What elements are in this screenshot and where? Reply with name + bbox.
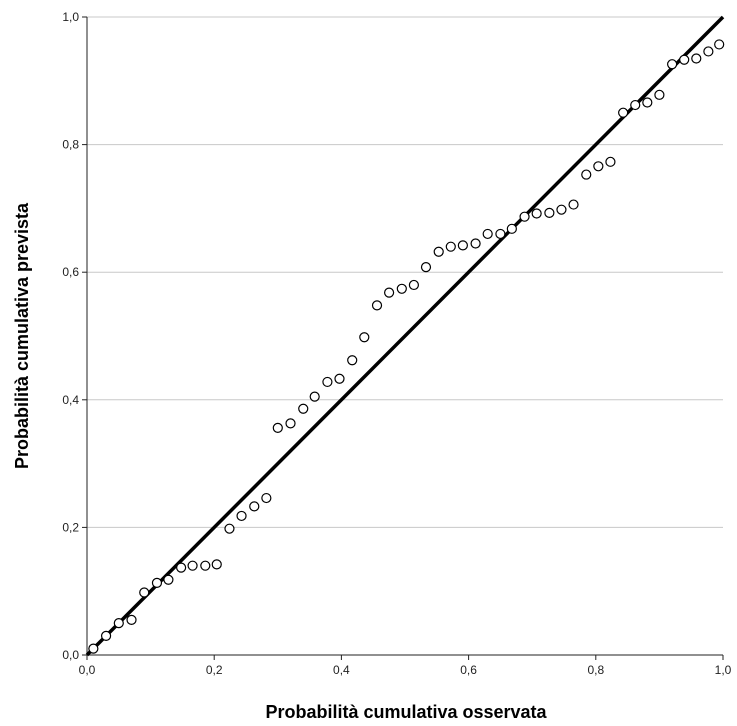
data-point bbox=[581, 169, 592, 180]
data-point bbox=[445, 241, 456, 252]
data-point bbox=[593, 161, 604, 172]
data-points bbox=[88, 39, 725, 654]
data-point bbox=[272, 422, 283, 433]
data-point bbox=[691, 53, 702, 64]
data-point bbox=[236, 510, 247, 522]
data-point bbox=[322, 376, 333, 388]
data-point bbox=[384, 287, 395, 298]
data-point bbox=[334, 373, 345, 384]
data-point bbox=[654, 89, 665, 100]
data-point bbox=[151, 577, 163, 589]
x-tick-label: 0,0 bbox=[79, 663, 96, 677]
data-point bbox=[703, 46, 714, 57]
data-point bbox=[396, 283, 407, 294]
y-tick-label: 1,0 bbox=[62, 10, 79, 24]
data-point bbox=[176, 562, 187, 573]
data-point bbox=[457, 240, 468, 251]
data-point bbox=[531, 208, 542, 219]
y-tick-label: 0,0 bbox=[62, 648, 79, 662]
data-point bbox=[714, 39, 725, 50]
reference-line bbox=[85, 15, 725, 657]
data-point bbox=[249, 501, 260, 512]
data-point bbox=[298, 403, 309, 414]
data-point bbox=[519, 211, 530, 222]
data-point bbox=[568, 199, 579, 210]
data-point bbox=[642, 97, 653, 108]
data-point bbox=[408, 279, 420, 291]
data-point bbox=[113, 617, 124, 629]
x-tick-label: 0,4 bbox=[333, 663, 350, 677]
data-point bbox=[482, 228, 493, 240]
data-point bbox=[556, 204, 567, 215]
data-point bbox=[371, 300, 383, 311]
data-point bbox=[126, 614, 137, 626]
data-point bbox=[200, 560, 211, 571]
data-point bbox=[420, 261, 432, 273]
data-point bbox=[667, 59, 678, 70]
x-tick-label: 0,8 bbox=[587, 663, 604, 677]
x-tick-label: 0,2 bbox=[206, 663, 223, 677]
data-point bbox=[544, 207, 555, 218]
tick-labels: 0,0 0,2 0,4 0,6 0,8 1,0 0,0 0,2 0,4 0,6 0,8 1,0 bbox=[62, 10, 731, 677]
reference-line-group bbox=[85, 15, 725, 657]
data-point bbox=[100, 630, 112, 641]
data-point bbox=[309, 391, 320, 402]
data-point bbox=[163, 574, 174, 585]
y-axis-title: Probabilità cumulativa prevista bbox=[12, 202, 32, 469]
data-point bbox=[88, 643, 99, 654]
data-point bbox=[630, 99, 641, 111]
data-point bbox=[433, 246, 444, 257]
y-tick-label: 0,8 bbox=[62, 138, 79, 152]
data-point bbox=[605, 156, 616, 167]
data-point bbox=[139, 587, 150, 598]
data-point bbox=[470, 238, 481, 249]
y-tick-label: 0,4 bbox=[62, 393, 79, 407]
x-tick-label: 1,0 bbox=[715, 663, 732, 677]
data-point bbox=[347, 355, 358, 366]
data-point bbox=[187, 560, 198, 571]
data-point bbox=[495, 228, 506, 240]
gridlines bbox=[87, 16, 723, 528]
data-point bbox=[506, 223, 517, 234]
data-point bbox=[618, 107, 629, 118]
x-axis-title: Probabilità cumulativa osservata bbox=[265, 702, 547, 722]
x-tick-label: 0,6 bbox=[460, 663, 477, 677]
y-tick-label: 0,2 bbox=[62, 520, 79, 534]
data-point bbox=[285, 418, 296, 429]
data-point bbox=[679, 54, 690, 65]
data-point bbox=[359, 332, 370, 343]
axes bbox=[86, 17, 723, 656]
data-point bbox=[211, 559, 222, 570]
data-point bbox=[261, 492, 272, 504]
data-point bbox=[224, 523, 235, 534]
y-tick-label: 0,6 bbox=[62, 265, 79, 279]
